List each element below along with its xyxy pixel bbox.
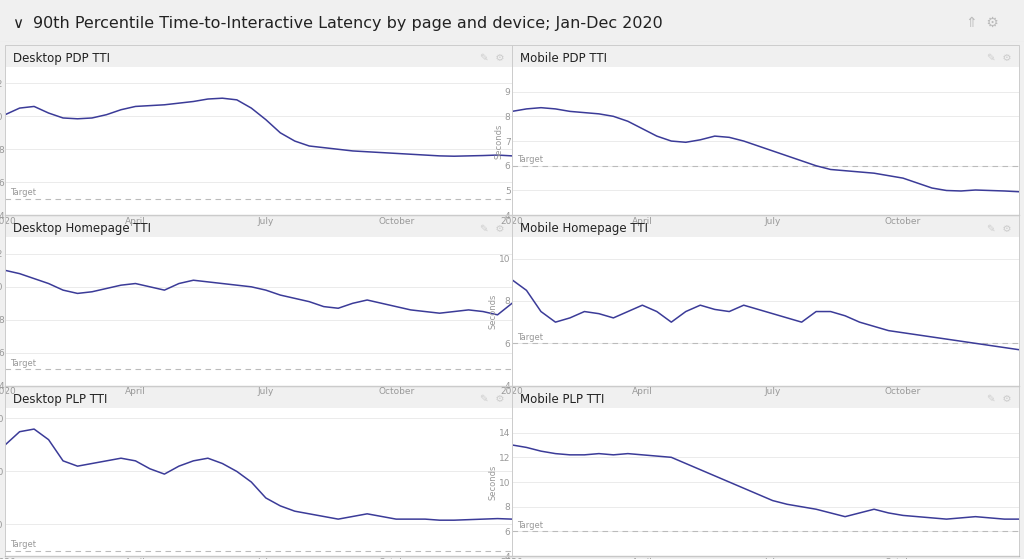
Text: ✎  ⚙: ✎ ⚙ xyxy=(987,224,1012,234)
Text: Target: Target xyxy=(10,541,36,549)
Text: Target: Target xyxy=(517,155,543,164)
Text: Desktop PDP TTI: Desktop PDP TTI xyxy=(12,51,110,64)
Text: Mobile PLP TTI: Mobile PLP TTI xyxy=(519,392,604,405)
Y-axis label: Seconds: Seconds xyxy=(488,465,498,500)
Y-axis label: Seconds: Seconds xyxy=(488,294,498,329)
Text: Mobile Homepage TTI: Mobile Homepage TTI xyxy=(519,222,647,235)
Text: ✎  ⚙: ✎ ⚙ xyxy=(480,224,505,234)
Text: ✎  ⚙: ✎ ⚙ xyxy=(480,53,505,63)
Text: Target: Target xyxy=(10,188,36,197)
Text: ✎  ⚙: ✎ ⚙ xyxy=(480,394,505,404)
Text: Target: Target xyxy=(517,333,543,342)
Text: ✎  ⚙: ✎ ⚙ xyxy=(987,394,1012,404)
Text: ∨: ∨ xyxy=(12,16,24,31)
Text: ⇑  ⚙: ⇑ ⚙ xyxy=(966,16,998,30)
Text: Desktop PLP TTI: Desktop PLP TTI xyxy=(12,392,108,405)
Text: Mobile PDP TTI: Mobile PDP TTI xyxy=(519,51,606,64)
Text: Desktop Homepage TTI: Desktop Homepage TTI xyxy=(12,222,151,235)
Text: Target: Target xyxy=(517,521,543,530)
Text: Target: Target xyxy=(10,358,36,368)
Text: ✎  ⚙: ✎ ⚙ xyxy=(987,53,1012,63)
Text: 90th Percentile Time-to-Interactive Latency by page and device; Jan-Dec 2020: 90th Percentile Time-to-Interactive Late… xyxy=(33,16,663,31)
Y-axis label: Seconds: Seconds xyxy=(495,124,504,159)
